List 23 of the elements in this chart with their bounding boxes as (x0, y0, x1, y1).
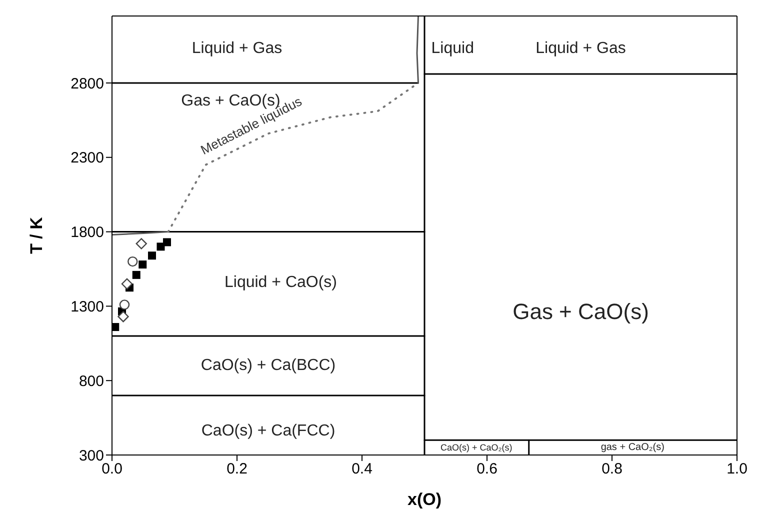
x-tick-label: 0.8 (602, 460, 622, 478)
annotation: CaO(s) + Ca(BCC) (200, 357, 336, 374)
x-axis-title: x(O) (408, 490, 442, 509)
y-tick-label: 1800 (70, 224, 104, 242)
annotation: Liquid + Gas (536, 40, 626, 58)
x-tick-label: 0.2 (226, 460, 248, 478)
x-tick-label: 0.4 (352, 460, 372, 478)
y-tick-label: 1300 (70, 298, 104, 316)
x-tick-label: 0.6 (476, 460, 498, 478)
annotation: Gas + CaO(s) (512, 298, 649, 324)
annotation: CaO(s) + CaO₂(s) (440, 442, 512, 453)
annotation: Liquid + Gas (192, 40, 282, 58)
x-tick-label: 0.0 (102, 460, 122, 478)
y-tick-label: 2800 (70, 75, 104, 92)
x-tick-label: 1.0 (726, 460, 748, 478)
y-tick-label: 2300 (70, 150, 104, 167)
annotation: CaO(s) + Ca(FCC) (201, 422, 336, 440)
annotation: Liquid (431, 40, 474, 58)
y-axis-title: T / K (27, 216, 46, 254)
annotation: gas + CaO₂(s) (600, 442, 664, 454)
y-tick-label: 300 (78, 447, 104, 464)
y-tick-label: 800 (78, 372, 104, 390)
annotation: Liquid + CaO(s) (224, 274, 337, 291)
